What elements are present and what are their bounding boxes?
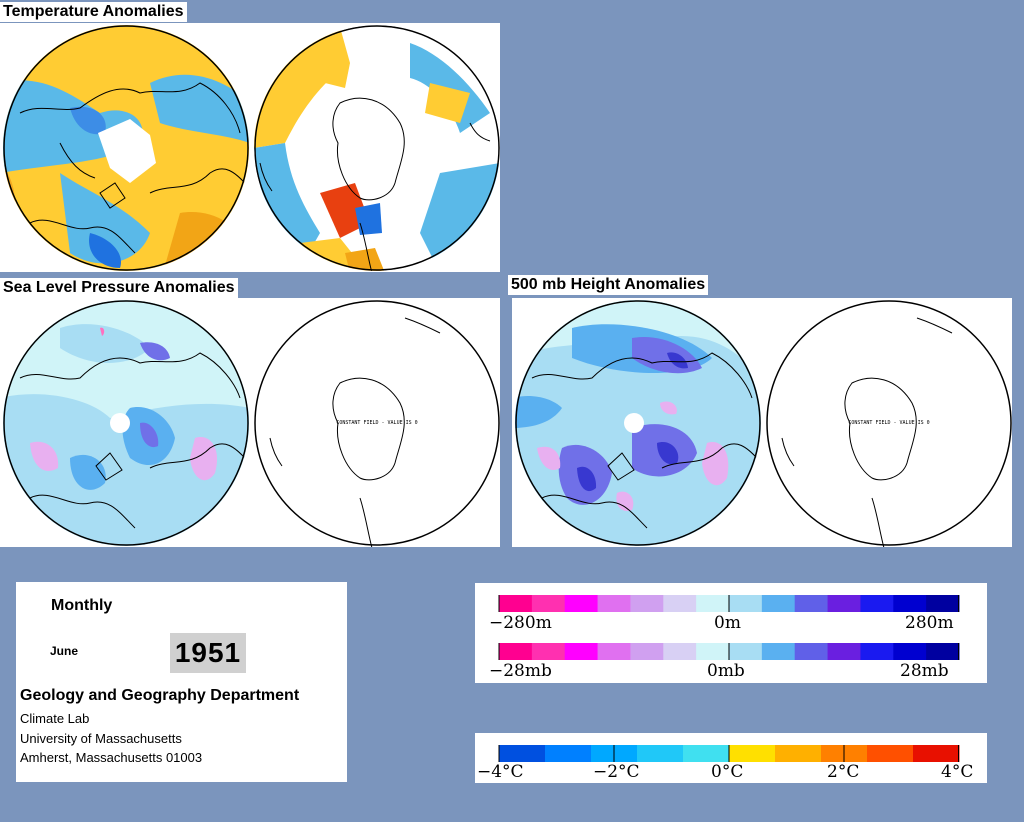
info-line-university: University of Massachusetts bbox=[20, 731, 182, 746]
height500-anomalies-title: 500 mb Height Anomalies bbox=[508, 275, 709, 295]
height-scale-swatch bbox=[893, 595, 927, 612]
period-label: Monthly bbox=[51, 597, 113, 614]
pressure-scale-swatch bbox=[696, 643, 730, 660]
height-label-zero: 0m bbox=[714, 613, 741, 633]
temp-label-4: 4°C bbox=[941, 762, 974, 782]
height-scale-swatch bbox=[729, 595, 763, 612]
height-scale-swatch bbox=[531, 595, 566, 612]
temp-label-2: 2°C bbox=[827, 762, 860, 782]
height500-constant-field-note: CONSTANT FIELD - VALUE IS 0 bbox=[848, 420, 929, 426]
height-scale-swatch bbox=[630, 595, 664, 612]
temp-label-0: 0°C bbox=[711, 762, 744, 782]
slp-anomalies-title: Sea Level Pressure Anomalies bbox=[0, 278, 238, 298]
pressure-label-min: −28mb bbox=[489, 661, 552, 681]
pressure-scale-swatch bbox=[827, 643, 861, 660]
height-label-max: 280m bbox=[905, 613, 954, 633]
temperature-anomalies-panel bbox=[0, 23, 500, 272]
temperature-map-northern bbox=[3, 25, 249, 271]
pressure-scale-swatch bbox=[926, 643, 960, 660]
height-scale-swatch bbox=[499, 595, 533, 612]
slp-constant-field-note: CONSTANT FIELD - VALUE IS 0 bbox=[336, 420, 417, 426]
slp-map-northern bbox=[3, 300, 249, 546]
height-scale-swatch bbox=[794, 595, 829, 612]
height500-map-southern: CONSTANT FIELD - VALUE IS 0 bbox=[766, 300, 1012, 547]
height-scale-swatch bbox=[761, 595, 796, 612]
height-scale-swatch bbox=[597, 595, 631, 612]
month-label: June bbox=[50, 644, 79, 658]
temp-label-neg4: −4°C bbox=[477, 762, 524, 782]
height-scale-swatch bbox=[926, 595, 960, 612]
height-scale-swatch bbox=[663, 595, 697, 612]
pressure-scale-swatch bbox=[794, 643, 829, 660]
anomaly-legend: −280m 0m 280m −28mb 0mb 28mb bbox=[475, 583, 987, 683]
pressure-scale-swatch bbox=[630, 643, 664, 660]
height-label-min: −280m bbox=[489, 613, 552, 633]
pressure-scale-bar bbox=[498, 643, 960, 660]
pressure-label-zero: 0mb bbox=[707, 661, 745, 681]
height500-map-northern bbox=[515, 300, 761, 546]
pressure-scale-swatch bbox=[564, 643, 599, 660]
temperature-scale-swatch bbox=[499, 745, 546, 762]
height-scale-swatch bbox=[860, 595, 894, 612]
temperature-scale-swatch bbox=[867, 745, 914, 762]
temp-label-neg2: −2°C bbox=[593, 762, 640, 782]
temperature-scale-swatch bbox=[729, 745, 776, 762]
temperature-map-southern bbox=[254, 25, 500, 271]
info-line-lab: Climate Lab bbox=[20, 711, 90, 726]
slp-map-southern: CONSTANT FIELD - VALUE IS 0 bbox=[254, 300, 500, 547]
height-scale-swatch bbox=[564, 595, 599, 612]
pressure-label-max: 28mb bbox=[900, 661, 949, 681]
temperature-anomalies-title: Temperature Anomalies bbox=[0, 2, 187, 22]
info-box: Monthly June 1951 Geology and Geography … bbox=[16, 582, 347, 782]
height500-anomalies-panel: CONSTANT FIELD - VALUE IS 0 bbox=[512, 298, 1012, 547]
height-scale-swatch bbox=[827, 595, 861, 612]
temperature-scale-swatch bbox=[775, 745, 822, 762]
department-name: Geology and Geography Department bbox=[20, 687, 300, 704]
temperature-legend: −4°C −2°C 0°C 2°C 4°C bbox=[475, 733, 987, 783]
pressure-scale-swatch bbox=[893, 643, 927, 660]
year-display: 1951 bbox=[170, 633, 246, 673]
pressure-scale-swatch bbox=[531, 643, 566, 660]
temperature-scale-swatch bbox=[637, 745, 684, 762]
height-scale-bar bbox=[498, 595, 960, 612]
pressure-scale-swatch bbox=[663, 643, 697, 660]
height-scale-swatch bbox=[696, 595, 730, 612]
temperature-scale-swatch bbox=[545, 745, 592, 762]
pressure-scale-swatch bbox=[729, 643, 763, 660]
temperature-scale-bar bbox=[498, 745, 960, 762]
pressure-scale-swatch bbox=[597, 643, 631, 660]
temperature-scale-swatch bbox=[913, 745, 960, 762]
slp-anomalies-panel: CONSTANT FIELD - VALUE IS 0 bbox=[0, 298, 500, 547]
info-line-address: Amherst, Massachusetts 01003 bbox=[20, 750, 203, 765]
pressure-scale-swatch bbox=[761, 643, 796, 660]
pressure-scale-swatch bbox=[499, 643, 533, 660]
pressure-scale-swatch bbox=[860, 643, 894, 660]
temperature-scale-swatch bbox=[683, 745, 730, 762]
